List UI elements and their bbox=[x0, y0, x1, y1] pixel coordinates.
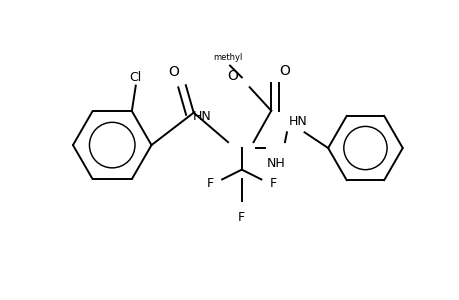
Text: HN: HN bbox=[192, 110, 211, 122]
Text: NH: NH bbox=[266, 157, 285, 170]
Text: HN: HN bbox=[288, 116, 307, 128]
Text: F: F bbox=[207, 177, 214, 190]
Text: Cl: Cl bbox=[129, 70, 141, 84]
Text: O: O bbox=[168, 65, 179, 79]
Text: F: F bbox=[238, 211, 245, 224]
Text: O: O bbox=[279, 64, 289, 78]
Text: methyl: methyl bbox=[213, 53, 242, 62]
Text: O: O bbox=[226, 69, 237, 83]
Text: F: F bbox=[269, 177, 276, 190]
